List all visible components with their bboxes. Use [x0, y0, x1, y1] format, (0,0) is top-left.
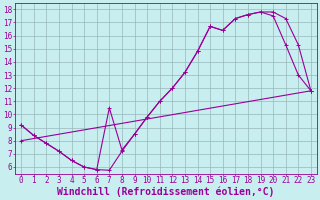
X-axis label: Windchill (Refroidissement éolien,°C): Windchill (Refroidissement éolien,°C): [57, 187, 275, 197]
